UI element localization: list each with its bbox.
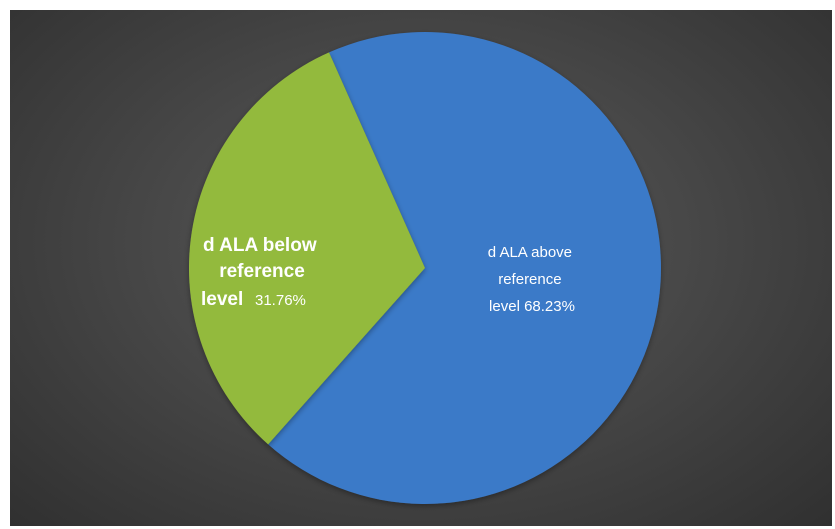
- slice-above-label-line-1: d ALA above: [488, 244, 572, 261]
- slice-below-value: 31.76%: [255, 292, 306, 309]
- slice-below-label-line-2: reference: [219, 261, 305, 282]
- slice-above-label-line-2: reference: [498, 271, 561, 288]
- slice-above-label: d ALA above reference level 68.23%: [488, 244, 576, 315]
- slice-below-label-tail: level 31.76%: [201, 289, 306, 310]
- slice-below-label-line-1: d ALA below: [203, 235, 317, 256]
- slice-below-label: d ALA below reference: [203, 235, 321, 282]
- slice-above-label-line-3: level 68.23%: [489, 298, 575, 315]
- slice-above-reference: [268, 31, 661, 504]
- slice-below-reference: [188, 52, 425, 445]
- slice-below-label-line-3: level: [201, 289, 243, 310]
